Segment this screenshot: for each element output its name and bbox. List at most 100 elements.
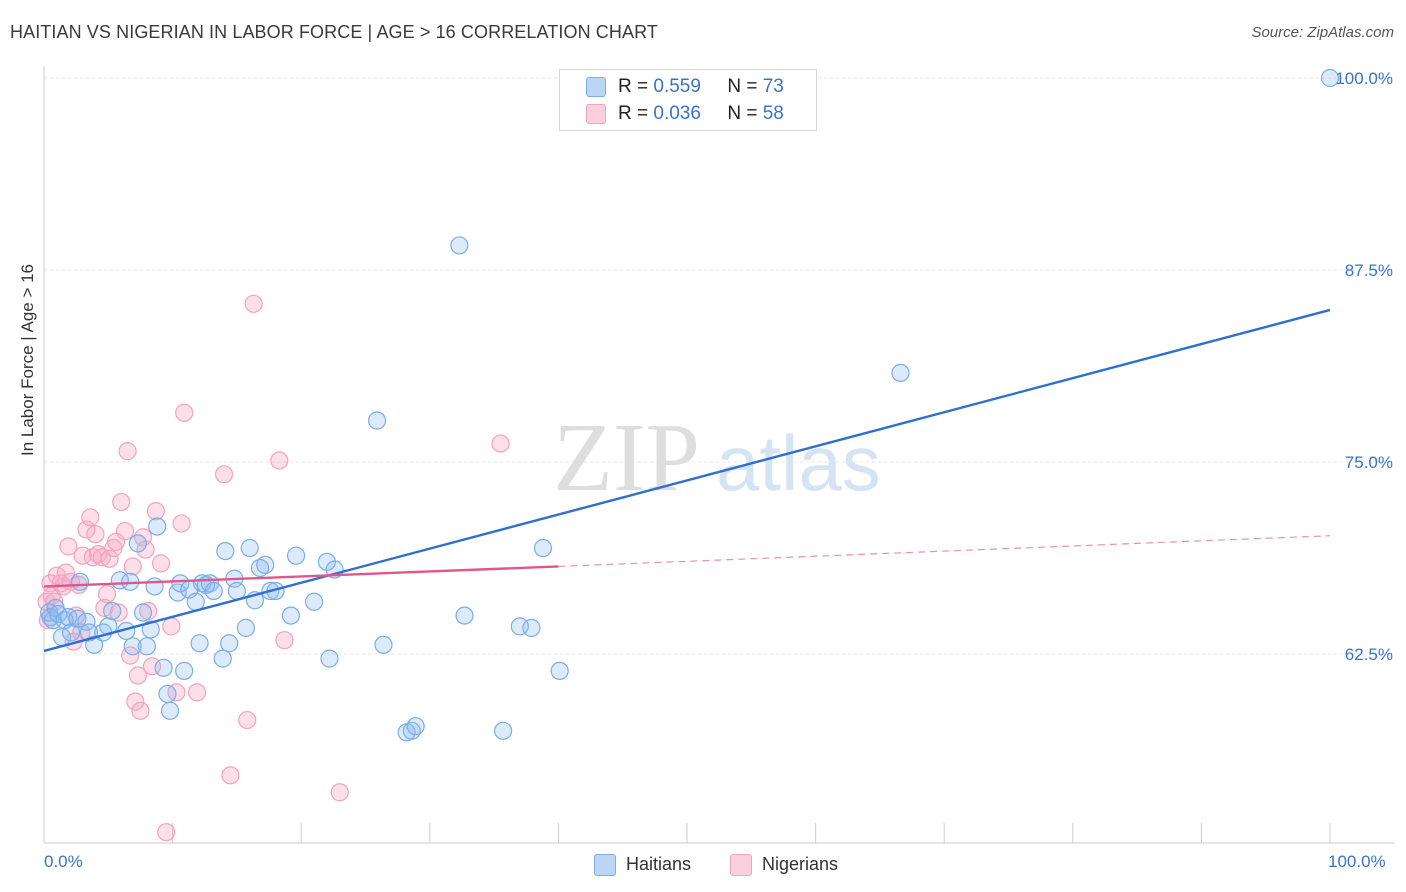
nigerians-point bbox=[187, 683, 207, 702]
nigerians-point bbox=[167, 683, 186, 702]
haitians-point bbox=[175, 661, 194, 680]
haitians-point bbox=[1320, 68, 1340, 88]
y-tick-labels: 62.5% 75.0% 87.5% 100.0% bbox=[1335, 69, 1393, 664]
n-label: N = bbox=[727, 76, 758, 97]
haitians-trend-line bbox=[43, 308, 1331, 653]
nigerians-point bbox=[270, 451, 289, 470]
nigerians-point bbox=[157, 823, 176, 842]
axes bbox=[43, 66, 1395, 844]
haitians-point bbox=[550, 661, 569, 680]
nigerians-point bbox=[86, 525, 105, 544]
haitians-point bbox=[455, 606, 474, 625]
haitians-n-value: 73 bbox=[762, 76, 784, 97]
series-legend: Haitians Nigerians bbox=[0, 852, 1406, 878]
haitians-point bbox=[141, 620, 160, 639]
nigerians-trend-line bbox=[43, 565, 559, 588]
haitians-point bbox=[137, 637, 156, 656]
haitians-point bbox=[123, 637, 142, 656]
haitians-point bbox=[494, 721, 513, 740]
haitians-stats: R = 0.559 N = 73 bbox=[618, 76, 784, 98]
watermark: ZIP atlas bbox=[553, 404, 881, 512]
x-tick-label-max: 100.0% bbox=[1328, 852, 1386, 871]
haitians-point bbox=[236, 618, 256, 637]
nigerians-point bbox=[244, 294, 263, 313]
nigerians-n-value: 58 bbox=[762, 103, 784, 124]
nigerians-point bbox=[81, 508, 100, 527]
nigerians-point bbox=[238, 710, 257, 730]
nigerians-point bbox=[109, 603, 128, 622]
haitians-point bbox=[77, 612, 96, 631]
haitians-points bbox=[40, 68, 1340, 742]
y-tick-label: 62.5% bbox=[1345, 645, 1393, 664]
haitians-point bbox=[256, 555, 275, 575]
nigerians-trend-extension bbox=[558, 535, 1331, 568]
haitians-point bbox=[148, 517, 167, 536]
haitians-legend-label: Haitians bbox=[626, 854, 692, 874]
nigerians-point bbox=[151, 554, 171, 573]
haitians-point bbox=[213, 649, 232, 668]
nigerians-point bbox=[275, 631, 294, 650]
haitians-point bbox=[250, 558, 270, 578]
nigerians-point bbox=[162, 617, 181, 636]
haitians-point bbox=[103, 601, 122, 621]
haitians-point bbox=[367, 411, 387, 430]
haitians-r-value: 0.559 bbox=[653, 76, 701, 97]
nigerians-point bbox=[128, 666, 147, 685]
y-tick-label: 100.0% bbox=[1335, 69, 1393, 88]
nigerians-point bbox=[214, 465, 234, 484]
trend-lines bbox=[43, 308, 1331, 653]
nigerians-point bbox=[221, 766, 240, 785]
nigerians-point bbox=[112, 492, 131, 512]
haitians-swatch bbox=[586, 77, 606, 97]
nigerians-r-value: 0.036 bbox=[653, 103, 701, 124]
y-tick-label: 87.5% bbox=[1345, 261, 1393, 280]
haitians-point bbox=[320, 649, 339, 668]
haitians-point bbox=[240, 538, 259, 558]
haitians-point bbox=[85, 635, 104, 654]
nigerians-point bbox=[56, 563, 75, 582]
haitians-point bbox=[406, 717, 425, 736]
nigerians-stats: R = 0.036 N = 58 bbox=[618, 103, 784, 125]
nigerians-point bbox=[59, 537, 78, 556]
nigerians-point bbox=[100, 549, 119, 568]
haitians-point bbox=[190, 634, 209, 653]
haitians-point bbox=[204, 581, 223, 601]
haitians-legend-swatch bbox=[594, 854, 616, 876]
haitians-point bbox=[286, 546, 306, 565]
nigerians-point bbox=[330, 783, 349, 802]
nigerians-legend-label: Nigerians bbox=[762, 854, 839, 874]
haitians-point bbox=[160, 701, 180, 720]
r-label: R = bbox=[618, 76, 649, 97]
haitians-point bbox=[154, 658, 173, 677]
nigerians-point bbox=[123, 557, 142, 576]
watermark-zip: ZIP bbox=[553, 404, 700, 512]
x-tick-label-min: 0.0% bbox=[44, 852, 83, 871]
stats-legend: R = 0.559 N = 73 R = 0.036 N = 58 bbox=[559, 69, 817, 131]
haitians-point bbox=[70, 572, 90, 591]
nigerians-point bbox=[97, 584, 117, 604]
gridlines bbox=[44, 77, 1395, 655]
haitians-point bbox=[510, 617, 529, 636]
haitians-point bbox=[216, 541, 235, 561]
haitians-point bbox=[533, 538, 553, 558]
haitians-point bbox=[133, 603, 153, 622]
haitians-point bbox=[171, 574, 190, 593]
nigerians-point bbox=[172, 514, 191, 533]
nigerians-point bbox=[126, 692, 145, 711]
haitians-point bbox=[59, 608, 78, 627]
haitians-point bbox=[220, 634, 239, 653]
nigerians-point bbox=[131, 701, 150, 720]
nigerians-legend-swatch bbox=[730, 854, 752, 876]
haitians-point bbox=[317, 552, 337, 571]
haitians-point bbox=[186, 592, 205, 611]
haitians-point bbox=[522, 618, 541, 637]
watermark-atlas: atlas bbox=[716, 419, 881, 507]
haitians-point bbox=[128, 534, 147, 553]
haitians-point bbox=[281, 606, 301, 625]
haitians-point bbox=[304, 592, 324, 611]
n-label: N = bbox=[727, 103, 758, 124]
y-tick-label: 75.0% bbox=[1345, 453, 1393, 472]
haitians-point bbox=[450, 236, 469, 255]
haitians-point bbox=[374, 635, 393, 654]
